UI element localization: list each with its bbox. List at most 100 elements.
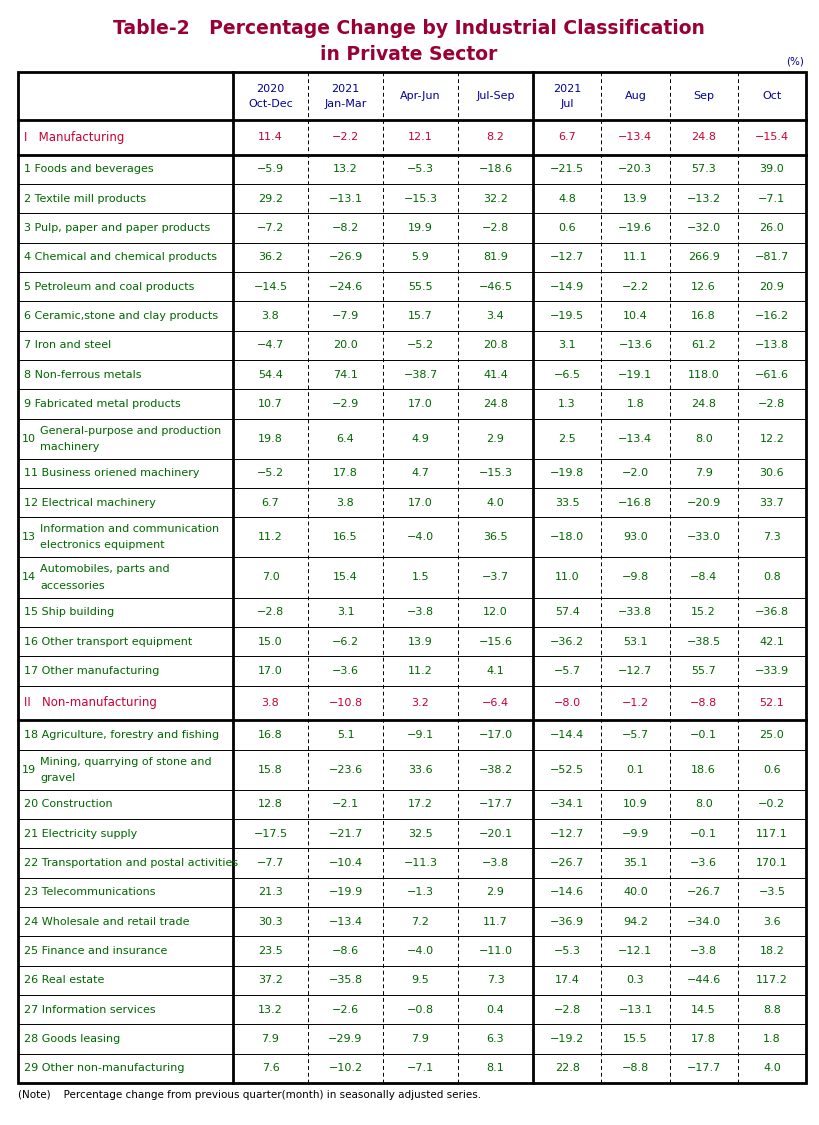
Text: −24.6: −24.6 [328,281,363,291]
Text: 0.6: 0.6 [763,765,781,775]
Text: 42.1: 42.1 [759,637,785,647]
Text: −0.1: −0.1 [690,829,717,838]
Text: −7.1: −7.1 [407,1063,434,1073]
Text: 6.3: 6.3 [486,1034,505,1044]
Text: 12.2: 12.2 [759,434,785,443]
Text: machinery: machinery [40,442,99,452]
Text: −33.9: −33.9 [755,666,789,676]
Text: 117.1: 117.1 [756,829,788,838]
Text: 10.9: 10.9 [623,799,648,809]
Text: 2.9: 2.9 [486,434,505,443]
Text: −38.5: −38.5 [686,637,721,647]
Text: 19: 19 [22,765,36,775]
Text: −34.0: −34.0 [686,917,721,927]
Text: 7 Iron and steel: 7 Iron and steel [24,341,111,350]
Text: −23.6: −23.6 [328,765,363,775]
Text: −0.8: −0.8 [407,1005,434,1015]
Text: 6.7: 6.7 [559,133,576,143]
Text: 8.8: 8.8 [763,1005,781,1015]
Text: 170.1: 170.1 [756,858,788,867]
Text: 8.2: 8.2 [486,133,505,143]
Text: −26.7: −26.7 [550,858,584,867]
Text: 33.5: 33.5 [554,497,579,507]
Text: −9.9: −9.9 [622,829,649,838]
Text: −15.3: −15.3 [478,468,513,478]
Text: −13.2: −13.2 [686,193,721,204]
Text: 2021: 2021 [553,84,581,95]
Text: 0.1: 0.1 [627,765,645,775]
Text: −33.8: −33.8 [618,608,653,618]
Text: −1.2: −1.2 [622,698,649,708]
Text: −17.5: −17.5 [253,829,287,838]
Text: −8.8: −8.8 [690,698,717,708]
Text: Jul-Sep: Jul-Sep [477,91,515,101]
Text: 118.0: 118.0 [688,370,720,380]
Text: 266.9: 266.9 [688,252,720,262]
Text: 4.0: 4.0 [486,497,505,507]
Text: −8.4: −8.4 [690,573,717,583]
Text: −35.8: −35.8 [328,975,363,986]
Text: −13.1: −13.1 [618,1005,653,1015]
Text: −2.2: −2.2 [622,281,649,291]
Text: −2.8: −2.8 [758,399,785,410]
Text: 5.9: 5.9 [412,252,429,262]
Text: −10.2: −10.2 [328,1063,363,1073]
Text: −14.4: −14.4 [550,730,584,740]
Text: −21.7: −21.7 [328,829,363,838]
Text: 15.2: 15.2 [691,608,716,618]
Text: 10.7: 10.7 [258,399,283,410]
Text: Mining, quarrying of stone and: Mining, quarrying of stone and [40,756,211,766]
Text: 15.0: 15.0 [258,637,283,647]
Text: 8.0: 8.0 [695,799,713,809]
Text: −15.6: −15.6 [478,637,513,647]
Bar [18,72,806,1083]
Text: −3.8: −3.8 [690,946,717,956]
Text: 17.2: 17.2 [408,799,433,809]
Text: −3.7: −3.7 [482,573,509,583]
Text: Sep: Sep [693,91,714,101]
Text: 81.9: 81.9 [483,252,508,262]
Text: 7.9: 7.9 [261,1034,279,1044]
Text: −5.7: −5.7 [622,730,649,740]
Text: −0.1: −0.1 [690,730,717,740]
Text: −7.7: −7.7 [257,858,284,867]
Text: 40.0: 40.0 [623,888,648,898]
Text: −3.6: −3.6 [690,858,717,867]
Text: 2.5: 2.5 [559,434,576,443]
Text: 28 Goods leasing: 28 Goods leasing [24,1034,120,1044]
Text: −10.4: −10.4 [328,858,363,867]
Text: 4.8: 4.8 [559,193,576,204]
Text: −2.6: −2.6 [332,1005,359,1015]
Text: −33.0: −33.0 [686,532,721,542]
Text: 117.2: 117.2 [756,975,788,986]
Text: in Private Sector: in Private Sector [320,45,498,63]
Text: 15.5: 15.5 [623,1034,648,1044]
Text: −5.3: −5.3 [554,946,581,956]
Text: 57.3: 57.3 [691,164,716,174]
Text: −18.0: −18.0 [550,532,584,542]
Text: 13.2: 13.2 [333,164,358,174]
Text: −7.2: −7.2 [257,223,284,233]
Text: 12.1: 12.1 [408,133,433,143]
Text: 24.8: 24.8 [691,399,716,410]
Text: 19.8: 19.8 [258,434,283,443]
Text: 24.8: 24.8 [483,399,508,410]
Text: 17.8: 17.8 [691,1034,716,1044]
Text: 16.5: 16.5 [333,532,358,542]
Text: −8.6: −8.6 [332,946,359,956]
Text: 7.9: 7.9 [412,1034,429,1044]
Text: 22.8: 22.8 [554,1063,580,1073]
Text: −19.5: −19.5 [550,312,584,321]
Text: 15.8: 15.8 [258,765,283,775]
Text: 0.6: 0.6 [559,223,576,233]
Text: −20.9: −20.9 [686,497,721,507]
Text: −13.4: −13.4 [618,434,653,443]
Text: 21 Electricity supply: 21 Electricity supply [24,829,138,838]
Text: −19.1: −19.1 [618,370,653,380]
Text: 0.3: 0.3 [627,975,645,986]
Text: 37.2: 37.2 [258,975,283,986]
Text: −61.6: −61.6 [755,370,789,380]
Text: 15.7: 15.7 [408,312,433,321]
Text: 17.0: 17.0 [408,399,433,410]
Text: 30.6: 30.6 [759,468,784,478]
